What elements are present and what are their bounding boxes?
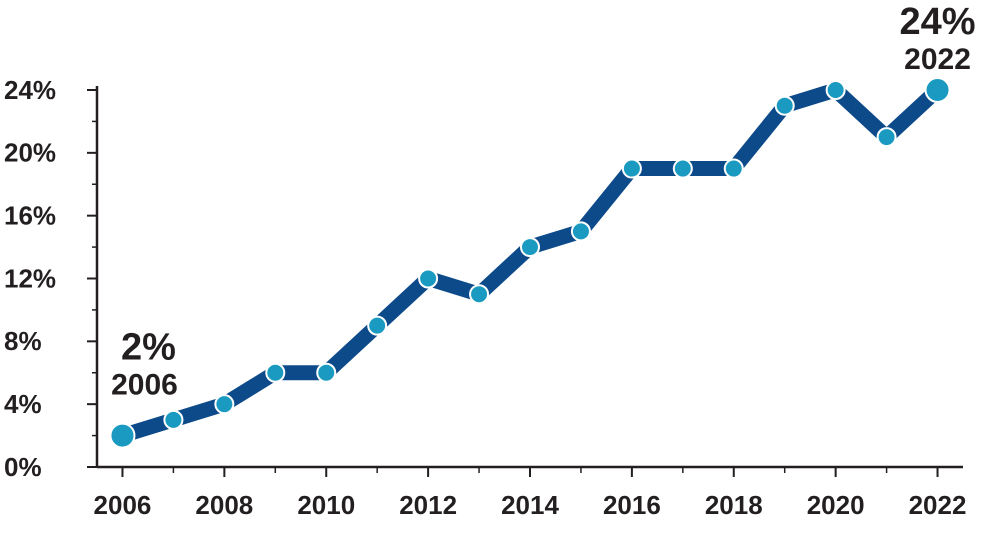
annotation-value: 24% [899, 1, 975, 43]
marker [621, 158, 642, 179]
y-tick-label: 20% [4, 138, 56, 168]
x-tick-label: 2010 [297, 490, 355, 520]
x-tick-label: 2014 [501, 490, 559, 520]
marker [316, 362, 337, 383]
marker [924, 77, 951, 103]
marker [672, 158, 693, 179]
x-tick-label: 2022 [909, 490, 967, 520]
y-tick-label: 4% [4, 389, 42, 419]
annotation-year: 2022 [904, 43, 971, 76]
marker [367, 315, 388, 336]
marker [418, 268, 439, 289]
marker [109, 422, 136, 449]
marker [723, 158, 744, 179]
y-tick-label: 24% [4, 75, 56, 105]
marker [469, 284, 490, 305]
marker [265, 362, 286, 383]
x-tick-label: 2020 [807, 490, 865, 520]
y-tick-label: 16% [4, 201, 56, 231]
x-tick-label: 2012 [399, 490, 457, 520]
y-tick-label: 12% [4, 263, 56, 293]
x-tick-label: 2006 [94, 490, 152, 520]
marker [214, 394, 235, 415]
marker [774, 95, 795, 116]
x-tick-label: 2018 [705, 490, 763, 520]
y-tick-label: 8% [4, 326, 42, 356]
line [120, 81, 943, 443]
marker [825, 80, 846, 100]
annotation-value: 2% [121, 327, 176, 369]
y-tick-label: 0% [4, 452, 42, 482]
annotation-year: 2006 [111, 369, 178, 402]
marker [163, 409, 184, 430]
marker [520, 237, 540, 258]
marker [876, 127, 897, 148]
x-tick-label: 2016 [603, 490, 661, 520]
marker [570, 221, 591, 242]
x-tick-label: 2008 [195, 490, 253, 520]
